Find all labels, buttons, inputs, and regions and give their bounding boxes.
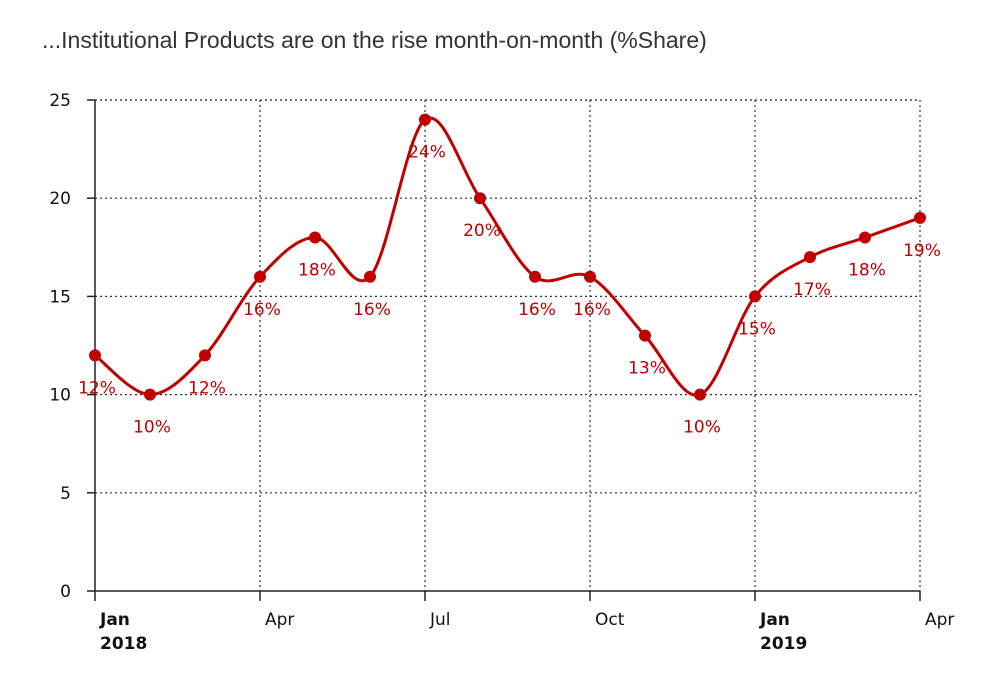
data-point bbox=[639, 329, 651, 342]
data-label: 12% bbox=[78, 378, 116, 398]
x-tick-year-label: 2019 bbox=[760, 634, 807, 654]
x-tick-label: Jan bbox=[759, 610, 790, 630]
data-label: 20% bbox=[463, 221, 501, 241]
data-point bbox=[144, 388, 156, 401]
axes bbox=[94, 100, 920, 592]
data-label: 16% bbox=[518, 300, 556, 320]
y-tick-label: 0 bbox=[60, 582, 71, 602]
data-label: 16% bbox=[353, 300, 391, 320]
data-label: 18% bbox=[848, 260, 886, 280]
data-point bbox=[859, 231, 871, 244]
chart-title: ...Institutional Products are on the ris… bbox=[42, 27, 707, 53]
grid-lines bbox=[95, 99, 921, 591]
data-label: 13% bbox=[628, 359, 666, 379]
data-point bbox=[804, 251, 816, 264]
data-point bbox=[419, 113, 431, 126]
data-label: 10% bbox=[133, 418, 171, 438]
y-tick-label: 10 bbox=[49, 386, 71, 406]
data-label: 19% bbox=[903, 241, 941, 261]
series-line bbox=[94, 116, 921, 397]
data-point bbox=[309, 231, 321, 244]
x-tick-label: Jul bbox=[429, 610, 451, 630]
data-label: 12% bbox=[188, 378, 226, 398]
x-tick-year-label: 2018 bbox=[100, 634, 147, 654]
x-tick-label: Oct bbox=[595, 610, 625, 630]
x-tick-label: Jan bbox=[99, 610, 130, 630]
data-point bbox=[694, 388, 706, 401]
data-label: 10% bbox=[683, 418, 721, 438]
data-label: 18% bbox=[298, 260, 336, 280]
data-point bbox=[529, 270, 541, 283]
x-tick-label: Apr bbox=[925, 610, 954, 630]
y-axis-ticks: 0 5 10 15 20 25 bbox=[49, 91, 95, 602]
data-point bbox=[584, 270, 596, 283]
data-point bbox=[749, 290, 761, 303]
data-points bbox=[89, 113, 926, 401]
data-label: 17% bbox=[793, 280, 831, 300]
data-label: 24% bbox=[408, 143, 446, 163]
y-tick-label: 25 bbox=[49, 91, 71, 111]
data-label: 16% bbox=[243, 300, 281, 320]
x-axis-ticks: Jan 2018 Apr Jul Oct Jan 2019 Apr bbox=[94, 591, 954, 654]
data-label: 15% bbox=[738, 319, 776, 339]
data-point bbox=[89, 349, 101, 362]
data-point bbox=[364, 270, 376, 283]
data-point bbox=[199, 349, 211, 362]
y-tick-label: 20 bbox=[49, 189, 71, 209]
y-tick-label: 15 bbox=[49, 287, 71, 307]
data-point bbox=[254, 270, 266, 283]
data-labels: 12% 10% 12% 16% 18% 16% 24% 20% 16% 16% 13% 10% 15% 1… bbox=[78, 143, 941, 438]
x-tick-label: Apr bbox=[265, 610, 294, 630]
y-tick-label: 5 bbox=[60, 484, 71, 504]
data-label: 16% bbox=[573, 300, 611, 320]
data-point bbox=[474, 192, 486, 205]
data-point bbox=[914, 211, 926, 224]
series-line-path bbox=[94, 116, 921, 397]
